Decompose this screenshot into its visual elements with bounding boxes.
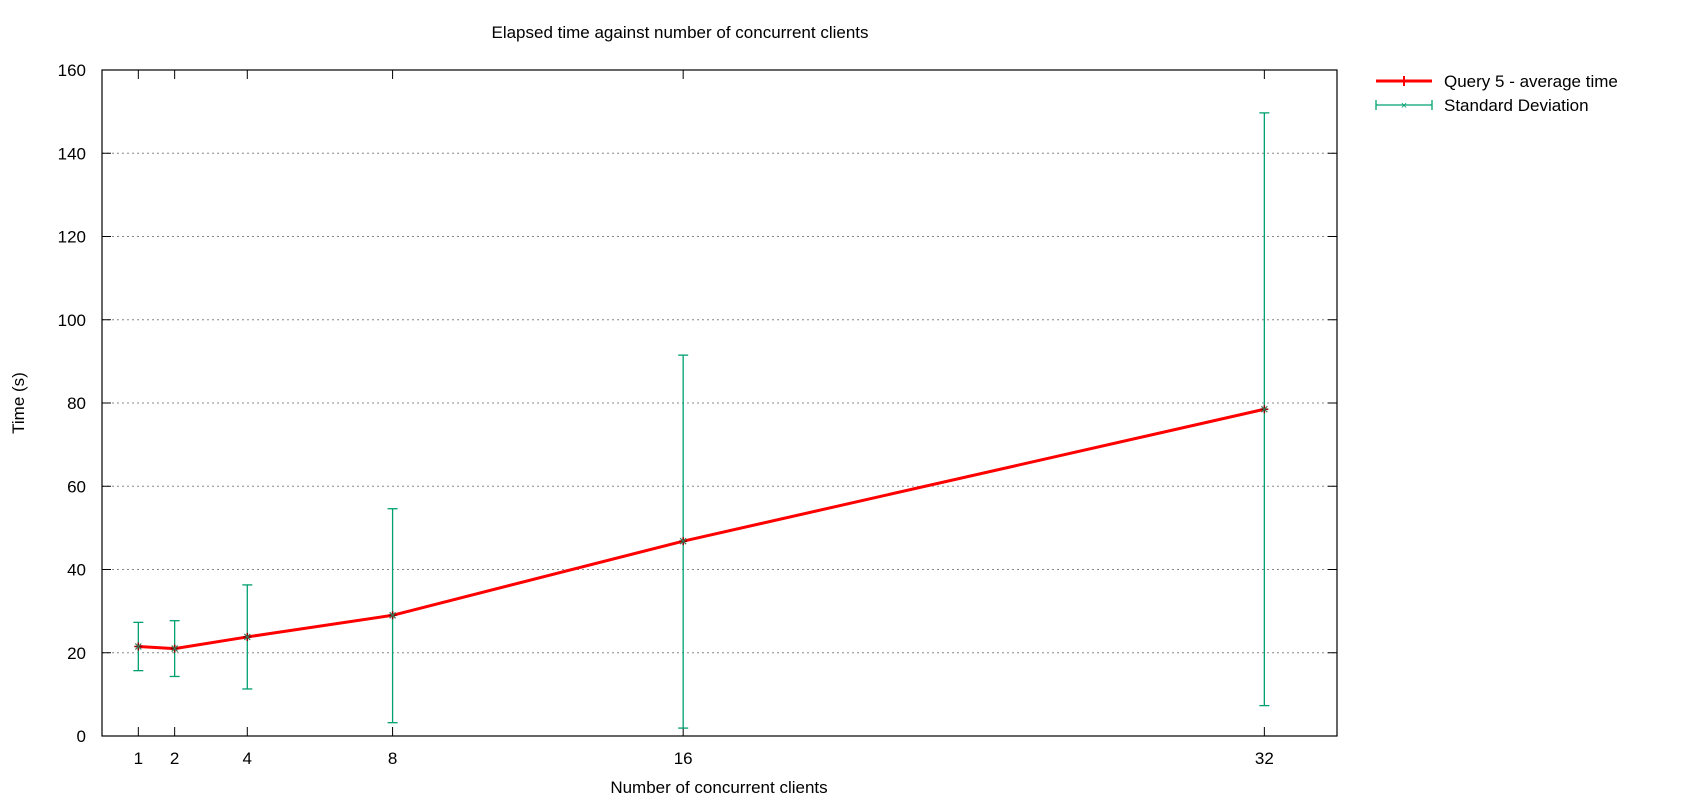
point-marker-x2	[243, 633, 251, 641]
y-tick-label: 80	[67, 394, 86, 413]
svg-text:×: ×	[1401, 100, 1407, 112]
y-tick-label: 60	[67, 477, 86, 496]
data-point	[388, 611, 397, 620]
point-marker-x2	[134, 643, 142, 650]
data-points	[134, 405, 1269, 653]
legend: Query 5 - average time × Standard Deviat…	[1375, 72, 1618, 115]
tick-marks	[102, 69, 1337, 737]
y-tick-label: 0	[77, 727, 86, 746]
x-tick-label: 8	[388, 749, 397, 768]
chart-title: Elapsed time against number of concurren…	[491, 23, 868, 42]
point-marker-x2	[171, 645, 179, 653]
legend-item-std-dev: × Standard Deviation	[1375, 96, 1589, 115]
legend-label-average: Query 5 - average time	[1444, 72, 1618, 91]
y-tick-label: 100	[58, 311, 86, 330]
y-tick-labels: 0 20 40 60 80 100 120 140 160	[58, 61, 86, 746]
data-point	[170, 644, 179, 653]
series-lines	[138, 407, 1265, 651]
y-tick-label: 140	[58, 144, 86, 163]
data-point	[134, 642, 143, 651]
y-tick-label: 20	[67, 644, 86, 663]
x-axis-label: Number of concurrent clients	[610, 778, 827, 797]
y-tick-label: 120	[58, 228, 86, 247]
data-point	[243, 632, 252, 641]
error-bars	[133, 112, 1270, 729]
data-point	[1260, 405, 1269, 414]
legend-label-std-dev: Standard Deviation	[1444, 96, 1589, 115]
point-marker-x2	[1260, 405, 1268, 413]
x-tick-label: 1	[134, 749, 143, 768]
series-line-average	[138, 407, 1265, 651]
point-marker-x2	[389, 611, 397, 619]
point-marker-x2	[679, 537, 687, 545]
legend-item-average: Query 5 - average time	[1376, 72, 1618, 91]
data-point	[679, 537, 688, 546]
x-tick-label: 16	[674, 749, 693, 768]
x-tick-label: 2	[170, 749, 179, 768]
grid-lines	[102, 152, 1337, 654]
y-axis-label: Time (s)	[9, 372, 28, 434]
x-tick-labels: 1 2 4 8 16 32	[134, 749, 1274, 768]
y-tick-label: 40	[67, 561, 86, 580]
x-tick-label: 32	[1255, 749, 1274, 768]
x-tick-label: 4	[243, 749, 252, 768]
y-tick-label: 160	[58, 61, 86, 80]
